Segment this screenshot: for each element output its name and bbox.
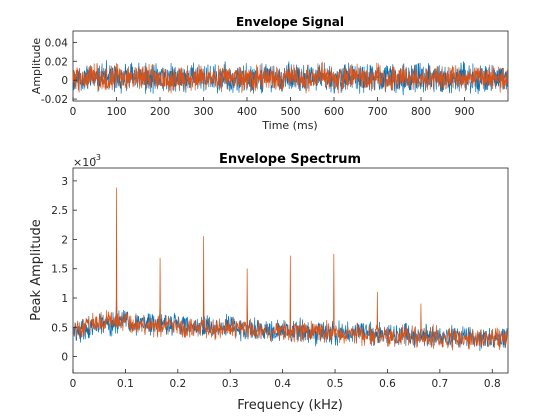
- spectrum-xtick-label: 0.7: [432, 378, 449, 390]
- spectrum-exponent-base: ×10: [73, 156, 96, 169]
- spectrum-series-group: [72, 187, 509, 352]
- spectrum-title: Envelope Spectrum: [219, 152, 361, 167]
- spectrum-exponent-label: ×10 -3: [73, 153, 101, 169]
- spectrum-xtick-label: 0: [70, 378, 77, 390]
- spectrum-ytick-label: 1: [61, 293, 68, 305]
- spectrum-ticks-group: 0 0.1 0.2 0.3 0.4 0.5 0.6 0.7 0.8 0 0.5 1 1.5 2 2.5 3: [51, 176, 500, 390]
- chart-envelope-spectrum: 0 0.1 0.2 0.3 0.4 0.5 0.6 0.7 0.8 0 0.5 1 1.5 2 2.5 3 E…: [29, 152, 509, 413]
- chart-envelope-signal: 0 100 200 300 400 500 600 700 800 900-0.0200.020.…: [30, 15, 509, 132]
- signal-ytick-label: 0.04: [45, 37, 69, 49]
- spectrum-ytick-label: 2.5: [51, 205, 68, 217]
- signal-xtick-label: 800: [411, 106, 431, 118]
- signal-xtick-label: 400: [237, 106, 257, 118]
- spectrum-xtick-label: 0.6: [379, 378, 396, 390]
- signal-xtick-label: 600: [324, 106, 344, 118]
- spectrum-xtick-label: 0.3: [222, 378, 239, 390]
- signal-ytick-label: -0.02: [41, 94, 68, 106]
- spectrum-exponent-power: -3: [93, 153, 101, 162]
- spectrum-xtick-label: 0.2: [169, 378, 186, 390]
- signal-ylabel: Amplitude: [30, 38, 43, 95]
- spectrum-series-2-line: [72, 187, 509, 351]
- spectrum-xtick-label: 0.5: [327, 378, 344, 390]
- signal-xtick-label: 0: [70, 106, 77, 118]
- spectrum-xlabel: Frequency (kHz): [237, 398, 343, 413]
- signal-ytick-label: 0: [61, 75, 68, 87]
- spectrum-ytick-label: 3: [61, 176, 68, 188]
- signal-ticks-group: 0 100 200 300 400 500 600 700 800 900-0.0200.020.…: [41, 37, 475, 118]
- spectrum-xtick-label: 0.4: [274, 378, 291, 390]
- spectrum-ytick-label: 0.5: [51, 322, 68, 334]
- signal-xtick-label: 300: [193, 106, 213, 118]
- signal-title: Envelope Signal: [236, 15, 344, 29]
- signal-xtick-label: 900: [454, 106, 474, 118]
- spectrum-ytick-label: 2: [61, 234, 68, 246]
- spectrum-ytick-label: 0: [61, 352, 68, 364]
- signal-ytick-label: 0.02: [45, 56, 68, 68]
- spectrum-ytick-label: 1.5: [51, 264, 68, 276]
- signal-xtick-label: 200: [150, 106, 170, 118]
- signal-xlabel: Time (ms): [261, 119, 317, 132]
- signal-xtick-label: 500: [280, 106, 300, 118]
- signal-series-group: [72, 60, 509, 96]
- spectrum-xtick-label: 0.8: [484, 378, 501, 390]
- signal-series-2-line: [72, 61, 509, 94]
- spectrum-xtick-label: 0.1: [117, 378, 134, 390]
- signal-xtick-label: 700: [367, 106, 387, 118]
- spectrum-ylabel: Peak Amplitude: [29, 219, 44, 321]
- signal-xtick-label: 100: [106, 106, 126, 118]
